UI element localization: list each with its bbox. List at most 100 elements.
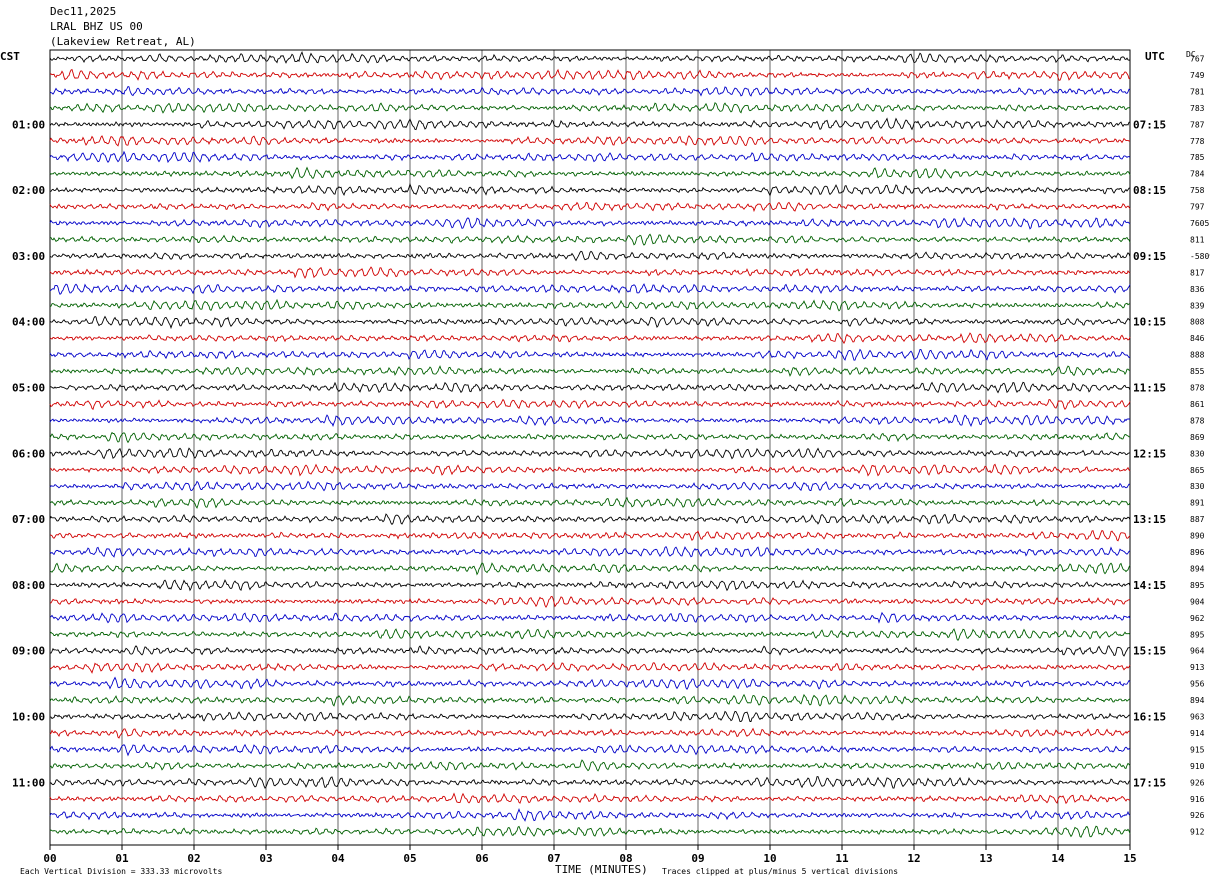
seismic-trace: [49, 759, 1131, 772]
dc-offset-label: 778: [1190, 137, 1205, 146]
x-tick-label: 14: [1051, 852, 1065, 865]
seismic-trace: [49, 216, 1131, 230]
vertical-division-note: Each Vertical Division = 333.33 microvol…: [20, 867, 222, 876]
dc-offset-label: 963: [1190, 713, 1205, 722]
dc-offset-label: 836: [1190, 285, 1205, 294]
cst-hour-label: 10:00: [12, 711, 45, 724]
seismic-trace: [49, 414, 1131, 428]
dc-offset-label: 916: [1190, 795, 1205, 804]
x-axis-title: TIME (MINUTES): [555, 863, 648, 876]
seismic-trace: [49, 381, 1131, 394]
seismic-trace: [49, 266, 1131, 279]
dc-offset-label: 913: [1190, 663, 1205, 672]
seismic-trace: [49, 431, 1130, 444]
cst-hour-label: 06:00: [12, 447, 45, 460]
utc-hour-label: 08:15: [1133, 184, 1166, 197]
left-axis-title: CST: [0, 50, 20, 63]
seismic-trace: [49, 365, 1131, 377]
dc-offset-label: 785: [1190, 153, 1205, 162]
seismic-trace: [49, 85, 1131, 97]
dc-offset-label: 855: [1190, 367, 1205, 376]
x-tick-label: 09: [691, 852, 704, 865]
dc-offset-label: 887: [1190, 515, 1205, 524]
dc-offset-label: 749: [1190, 71, 1205, 80]
dc-offset-label: 781: [1190, 87, 1205, 96]
dc-offset-label: 783: [1190, 104, 1205, 113]
seismic-trace: [49, 776, 1131, 789]
dc-offset-label: 956: [1190, 680, 1205, 689]
seismic-trace: [49, 727, 1131, 739]
station-label: LRAL BHZ US 00: [50, 20, 143, 33]
seismic-trace: [49, 315, 1131, 330]
dc-offset-label: 904: [1190, 597, 1205, 606]
seismic-trace: [49, 102, 1131, 114]
seismic-trace: [49, 693, 1131, 707]
seismic-trace: [49, 611, 1131, 624]
seismic-trace: [49, 398, 1131, 411]
cst-hour-label: 08:00: [12, 579, 45, 592]
dc-offset-label: 846: [1190, 334, 1205, 343]
seismic-trace: [49, 135, 1130, 147]
seismic-trace: [49, 447, 1131, 460]
cst-hour-label: 02:00: [12, 184, 45, 197]
clip-note: Traces clipped at plus/minus 5 vertical …: [662, 867, 898, 876]
dc-offset-label: 767: [1190, 55, 1205, 64]
dc-offset-label: 787: [1190, 120, 1205, 129]
dc-offset-label: 962: [1190, 614, 1205, 623]
cst-hour-label: 05:00: [12, 382, 45, 395]
location-label: (Lakeview Retreat, AL): [50, 35, 196, 48]
seismic-trace: [49, 710, 1131, 723]
seismic-trace: [49, 201, 1131, 213]
seismic-trace: [50, 182, 1131, 197]
dc-offset-label: 808: [1190, 318, 1205, 327]
utc-hour-label: 07:15: [1133, 118, 1166, 131]
x-tick-label: 00: [43, 852, 56, 865]
seismic-trace: [49, 595, 1131, 608]
cst-hour-label: 04:00: [12, 316, 45, 329]
seismic-trace: [49, 68, 1131, 81]
dc-label: DC: [1186, 50, 1196, 59]
seismic-trace: [49, 332, 1131, 345]
dc-offset-label: -5809: [1190, 252, 1210, 261]
seismic-trace: [49, 513, 1131, 526]
cst-hour-label: 03:00: [12, 250, 45, 263]
cst-hour-label: 09:00: [12, 645, 45, 658]
right-axis-title: UTC: [1145, 50, 1165, 63]
dc-offset-label: 895: [1190, 630, 1205, 639]
dc-offset-label: 895: [1190, 581, 1205, 590]
seismic-trace: [49, 150, 1131, 164]
seismic-trace: [49, 579, 1131, 592]
seismic-trace: [49, 233, 1131, 246]
date-label: Dec11,2025: [50, 5, 117, 18]
dc-offset-label: 926: [1190, 778, 1205, 787]
seismic-trace: [49, 166, 1131, 180]
seismic-trace: [49, 628, 1131, 642]
x-tick-label: 13: [979, 852, 992, 865]
label-layer: CST UTC DC Each Vertical Division = 333.…: [0, 50, 1210, 876]
x-tick-label: 02: [187, 852, 200, 865]
dc-offset-label: 915: [1190, 745, 1205, 754]
utc-hour-label: 17:15: [1133, 776, 1166, 789]
dc-offset-label: 817: [1190, 268, 1205, 277]
seismic-trace: [49, 283, 1131, 295]
seismic-trace: [49, 807, 1131, 822]
dc-offset-label: 890: [1190, 532, 1205, 541]
dc-offset-label: 926: [1190, 811, 1205, 820]
dc-offset-label: 912: [1190, 828, 1205, 837]
dc-offset-label: 784: [1190, 170, 1205, 179]
seismic-trace: [49, 117, 1131, 131]
x-tick-label: 08: [619, 852, 632, 865]
cst-hour-label: 11:00: [12, 776, 45, 789]
x-tick-label: 15: [1123, 852, 1136, 865]
plot-frame: [49, 49, 1131, 846]
seismic-trace: [49, 792, 1131, 805]
seismic-trace: [49, 645, 1131, 657]
dc-offset-label: 839: [1190, 301, 1205, 310]
x-tick-label: 07: [547, 852, 560, 865]
dc-offset-label: 896: [1190, 548, 1205, 557]
x-tick-label: 12: [907, 852, 920, 865]
cst-hour-label: 01:00: [12, 118, 45, 131]
dc-offset-label: 888: [1190, 351, 1205, 360]
dc-offset-label: 878: [1190, 384, 1205, 393]
